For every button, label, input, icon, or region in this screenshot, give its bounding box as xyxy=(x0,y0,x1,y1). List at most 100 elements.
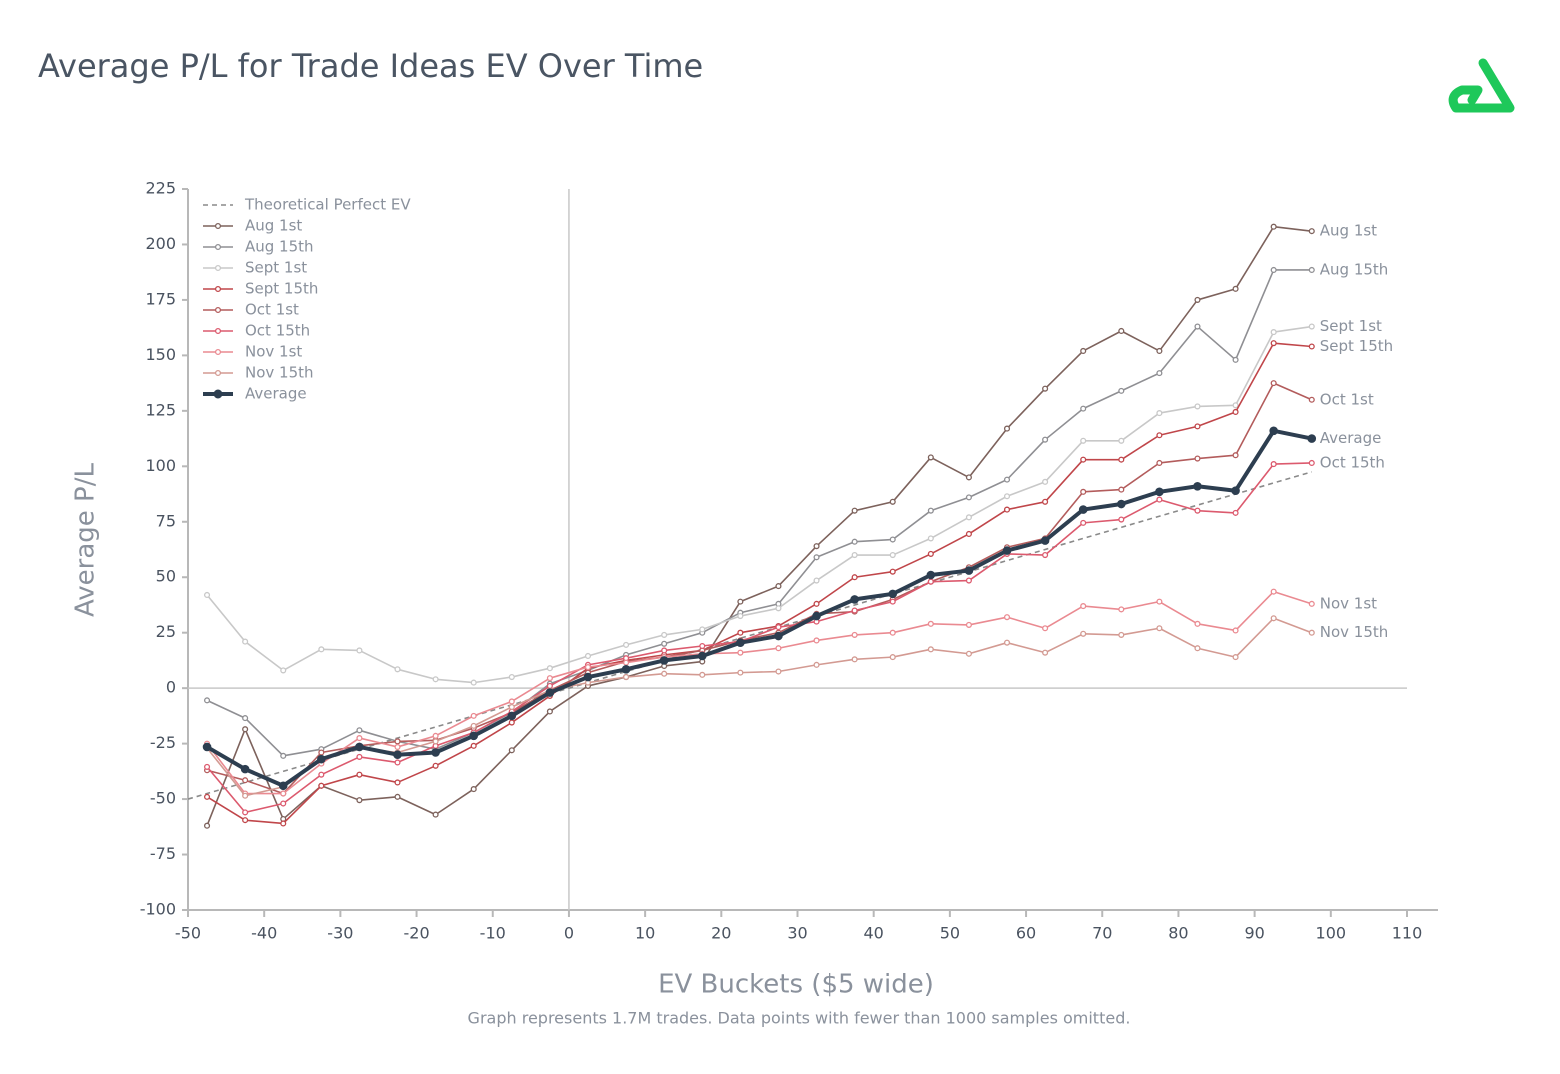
data-point xyxy=(1270,329,1277,336)
data-point xyxy=(280,820,287,827)
data-point xyxy=(356,753,363,760)
data-point xyxy=(889,598,896,605)
data-point xyxy=(356,771,363,778)
data-point xyxy=(469,731,479,741)
data-point xyxy=(203,591,211,599)
data-point xyxy=(1156,410,1163,417)
series-line xyxy=(206,269,1312,757)
data-point xyxy=(1080,347,1087,354)
x-tick-label: -50 xyxy=(175,924,201,943)
series xyxy=(203,588,1315,797)
y-tick-label: 225 xyxy=(145,179,176,198)
data-point xyxy=(394,759,401,766)
data-point xyxy=(1042,649,1049,656)
data-point xyxy=(318,646,325,653)
data-point xyxy=(1194,455,1201,462)
data-point xyxy=(1270,380,1277,387)
data-point xyxy=(1080,488,1087,495)
data-point xyxy=(851,551,858,559)
data-point xyxy=(623,659,630,666)
legend-marker xyxy=(214,222,222,230)
data-point xyxy=(470,742,477,749)
data-point xyxy=(1040,536,1050,545)
data-point xyxy=(813,637,820,644)
y-tick-label: -100 xyxy=(140,900,176,919)
logo xyxy=(1448,58,1515,113)
data-point xyxy=(775,645,782,652)
data-point xyxy=(318,771,325,778)
data-point xyxy=(1116,499,1126,509)
data-point xyxy=(1308,600,1315,607)
data-point xyxy=(203,822,211,829)
data-point xyxy=(432,676,439,683)
data-point xyxy=(1118,327,1125,335)
data-point xyxy=(965,514,972,521)
data-point xyxy=(203,697,211,704)
data-point xyxy=(813,661,820,668)
data-point xyxy=(1118,606,1125,613)
data-point xyxy=(1003,493,1011,500)
data-point xyxy=(737,669,744,676)
data-point xyxy=(1194,296,1201,303)
data-point xyxy=(242,777,249,784)
data-point xyxy=(889,498,896,505)
data-point xyxy=(1156,347,1163,354)
legend-label: Nov 15th xyxy=(245,364,314,382)
data-point xyxy=(1042,498,1049,505)
data-point xyxy=(1232,627,1239,634)
data-point xyxy=(470,722,477,729)
data-point xyxy=(851,631,858,638)
data-point xyxy=(280,752,287,759)
data-point xyxy=(356,797,363,804)
data-point xyxy=(1270,615,1277,622)
x-axis-label: EV Buckets ($5 wide) xyxy=(658,970,934,1000)
x-tick-label: -40 xyxy=(251,924,277,943)
legend-label: Aug 1st xyxy=(245,217,302,235)
data-point xyxy=(623,674,630,681)
data-point xyxy=(851,656,858,663)
y-tick-label: 25 xyxy=(156,622,176,641)
x-tick-label: 80 xyxy=(1168,924,1188,943)
data-point xyxy=(737,649,744,656)
data-point xyxy=(394,743,401,750)
data-point xyxy=(1003,506,1011,513)
data-point xyxy=(697,651,707,661)
data-point xyxy=(1080,603,1087,610)
data-point xyxy=(318,749,325,756)
data-point xyxy=(394,779,401,786)
data-point xyxy=(280,667,287,674)
end-label: Nov 1st xyxy=(1320,594,1377,612)
data-point xyxy=(775,605,782,612)
data-point xyxy=(1308,459,1315,467)
data-point xyxy=(1232,452,1239,459)
data-point xyxy=(965,621,972,628)
y-tick-label: 150 xyxy=(145,345,176,364)
data-point xyxy=(1270,266,1277,274)
data-point xyxy=(1194,645,1201,652)
y-tick-label: 200 xyxy=(145,234,176,253)
data-point xyxy=(927,646,934,653)
data-point xyxy=(203,793,211,800)
data-point xyxy=(242,792,249,799)
data-point xyxy=(355,742,364,752)
y-tick-label: -25 xyxy=(150,733,176,752)
x-tick-label: -30 xyxy=(327,924,353,943)
data-point xyxy=(1270,223,1277,230)
data-point xyxy=(927,535,934,542)
series-line xyxy=(187,471,1312,800)
data-point xyxy=(1042,478,1049,485)
data-point xyxy=(1270,588,1277,595)
data-point xyxy=(432,732,439,739)
data-point xyxy=(1232,509,1239,516)
data-point xyxy=(280,790,287,797)
data-point xyxy=(699,642,706,650)
legend-marker xyxy=(214,264,222,272)
y-tick-label: 50 xyxy=(156,567,176,586)
data-point xyxy=(661,647,668,654)
data-point xyxy=(850,595,859,604)
legend-label: Oct 1st xyxy=(245,301,299,319)
data-point xyxy=(1156,370,1163,377)
data-point xyxy=(1080,630,1087,637)
x-tick-label: 50 xyxy=(940,924,960,943)
data-point xyxy=(1232,654,1239,661)
